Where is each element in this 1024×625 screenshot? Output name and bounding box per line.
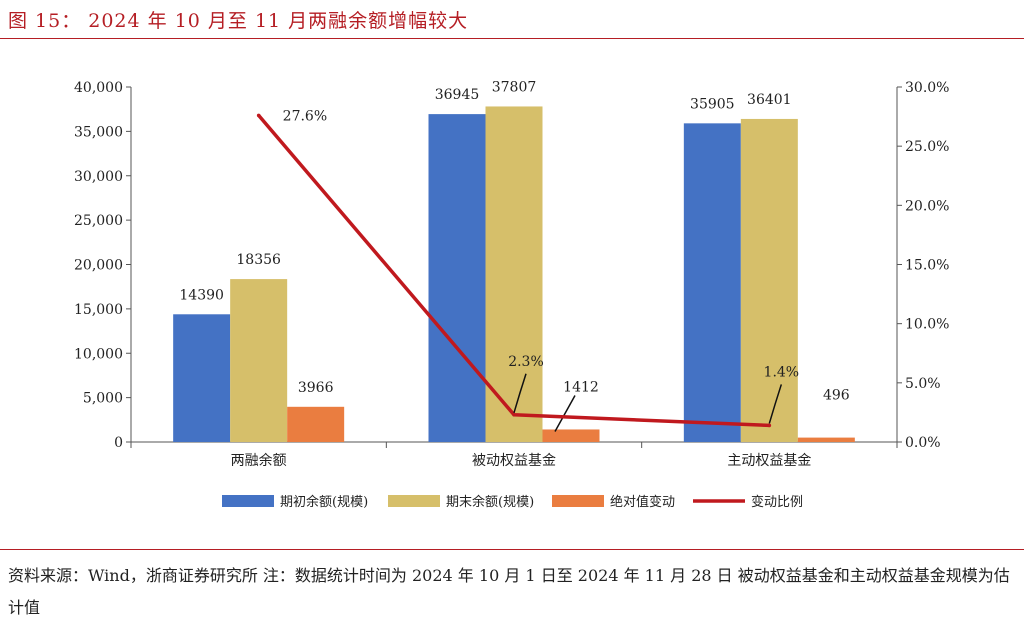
bar [797, 437, 855, 442]
x-tick-label: 被动权益基金 [472, 452, 556, 469]
bar-data-label: 37807 [492, 79, 537, 95]
combo-chart: 0 5,000 10,000 15,000 20,000 25,000 30,000 35,0… [74, 79, 949, 510]
line-data-label: 1.4% [764, 364, 800, 380]
legend-swatch [222, 495, 274, 507]
y-left-tick-label: 10,000 [74, 346, 123, 362]
line-data-label: 27.6% [283, 108, 327, 124]
ratio-point [256, 113, 261, 118]
y-left-tick-label: 5,000 [83, 391, 123, 407]
y-left-tick-label: 15,000 [74, 302, 123, 318]
bar [740, 118, 798, 442]
ratio-point [512, 412, 516, 417]
bar [485, 106, 543, 442]
x-tick-label: 主动权益基金 [727, 452, 811, 469]
source-divider [0, 549, 1024, 550]
y-right-tick-label: 30.0% [905, 80, 949, 96]
y-right-tick-label: 20.0% [905, 198, 949, 214]
bar-data-label: 36401 [747, 92, 792, 108]
legend-label: 期初余额(规模) [280, 494, 368, 510]
y-left-tick-label: 35,000 [74, 124, 123, 140]
x-tick-label: 两融余额 [231, 452, 287, 469]
bar-data-label: 1412 [563, 379, 599, 395]
title-divider [0, 38, 1024, 39]
y-left-tick-label: 40,000 [74, 80, 123, 96]
label-leader-line [554, 395, 576, 432]
y-right-tick-label: 25.0% [905, 139, 949, 155]
legend-label: 期末余额(规模) [446, 494, 534, 510]
y-right-tick-label: 5.0% [905, 376, 941, 392]
legend-swatch [552, 495, 604, 507]
y-left-tick-label: 0 [114, 435, 123, 451]
label-leader-line [768, 384, 783, 424]
bar-data-label: 35905 [690, 96, 735, 112]
bar-data-label: 36945 [435, 87, 480, 103]
legend-label: 绝对值变动 [610, 494, 675, 510]
y-right-tick-label: 0.0% [905, 435, 941, 451]
figure-title: 图 15： 2024 年 10 月至 11 月两融余额增幅较大 [8, 10, 469, 32]
y-right-tick-label: 10.0% [905, 317, 949, 333]
bar-data-label: 496 [823, 388, 850, 404]
y-left-tick-label: 25,000 [74, 213, 123, 229]
bar-data-label: 3966 [298, 380, 334, 396]
legend-label: 变动比例 [751, 494, 803, 510]
bar [683, 123, 741, 442]
bar [287, 406, 345, 442]
bar [428, 114, 486, 442]
y-left-tick-label: 30,000 [74, 169, 123, 185]
bar-data-label: 14390 [179, 287, 224, 303]
bar [173, 314, 231, 442]
bar-data-label: 18356 [236, 252, 281, 268]
label-leader-line [513, 373, 527, 413]
legend-swatch [388, 495, 440, 507]
y-right-tick-label: 15.0% [905, 258, 949, 274]
bar [542, 429, 600, 442]
y-left-tick-label: 20,000 [74, 258, 123, 274]
bar [230, 279, 288, 442]
source-note: 资料来源：Wind，浙商证券研究所 注：数据统计时间为 2024 年 10 月 … [8, 566, 1010, 617]
ratio-point [767, 423, 772, 428]
line-data-label: 2.3% [508, 354, 544, 370]
